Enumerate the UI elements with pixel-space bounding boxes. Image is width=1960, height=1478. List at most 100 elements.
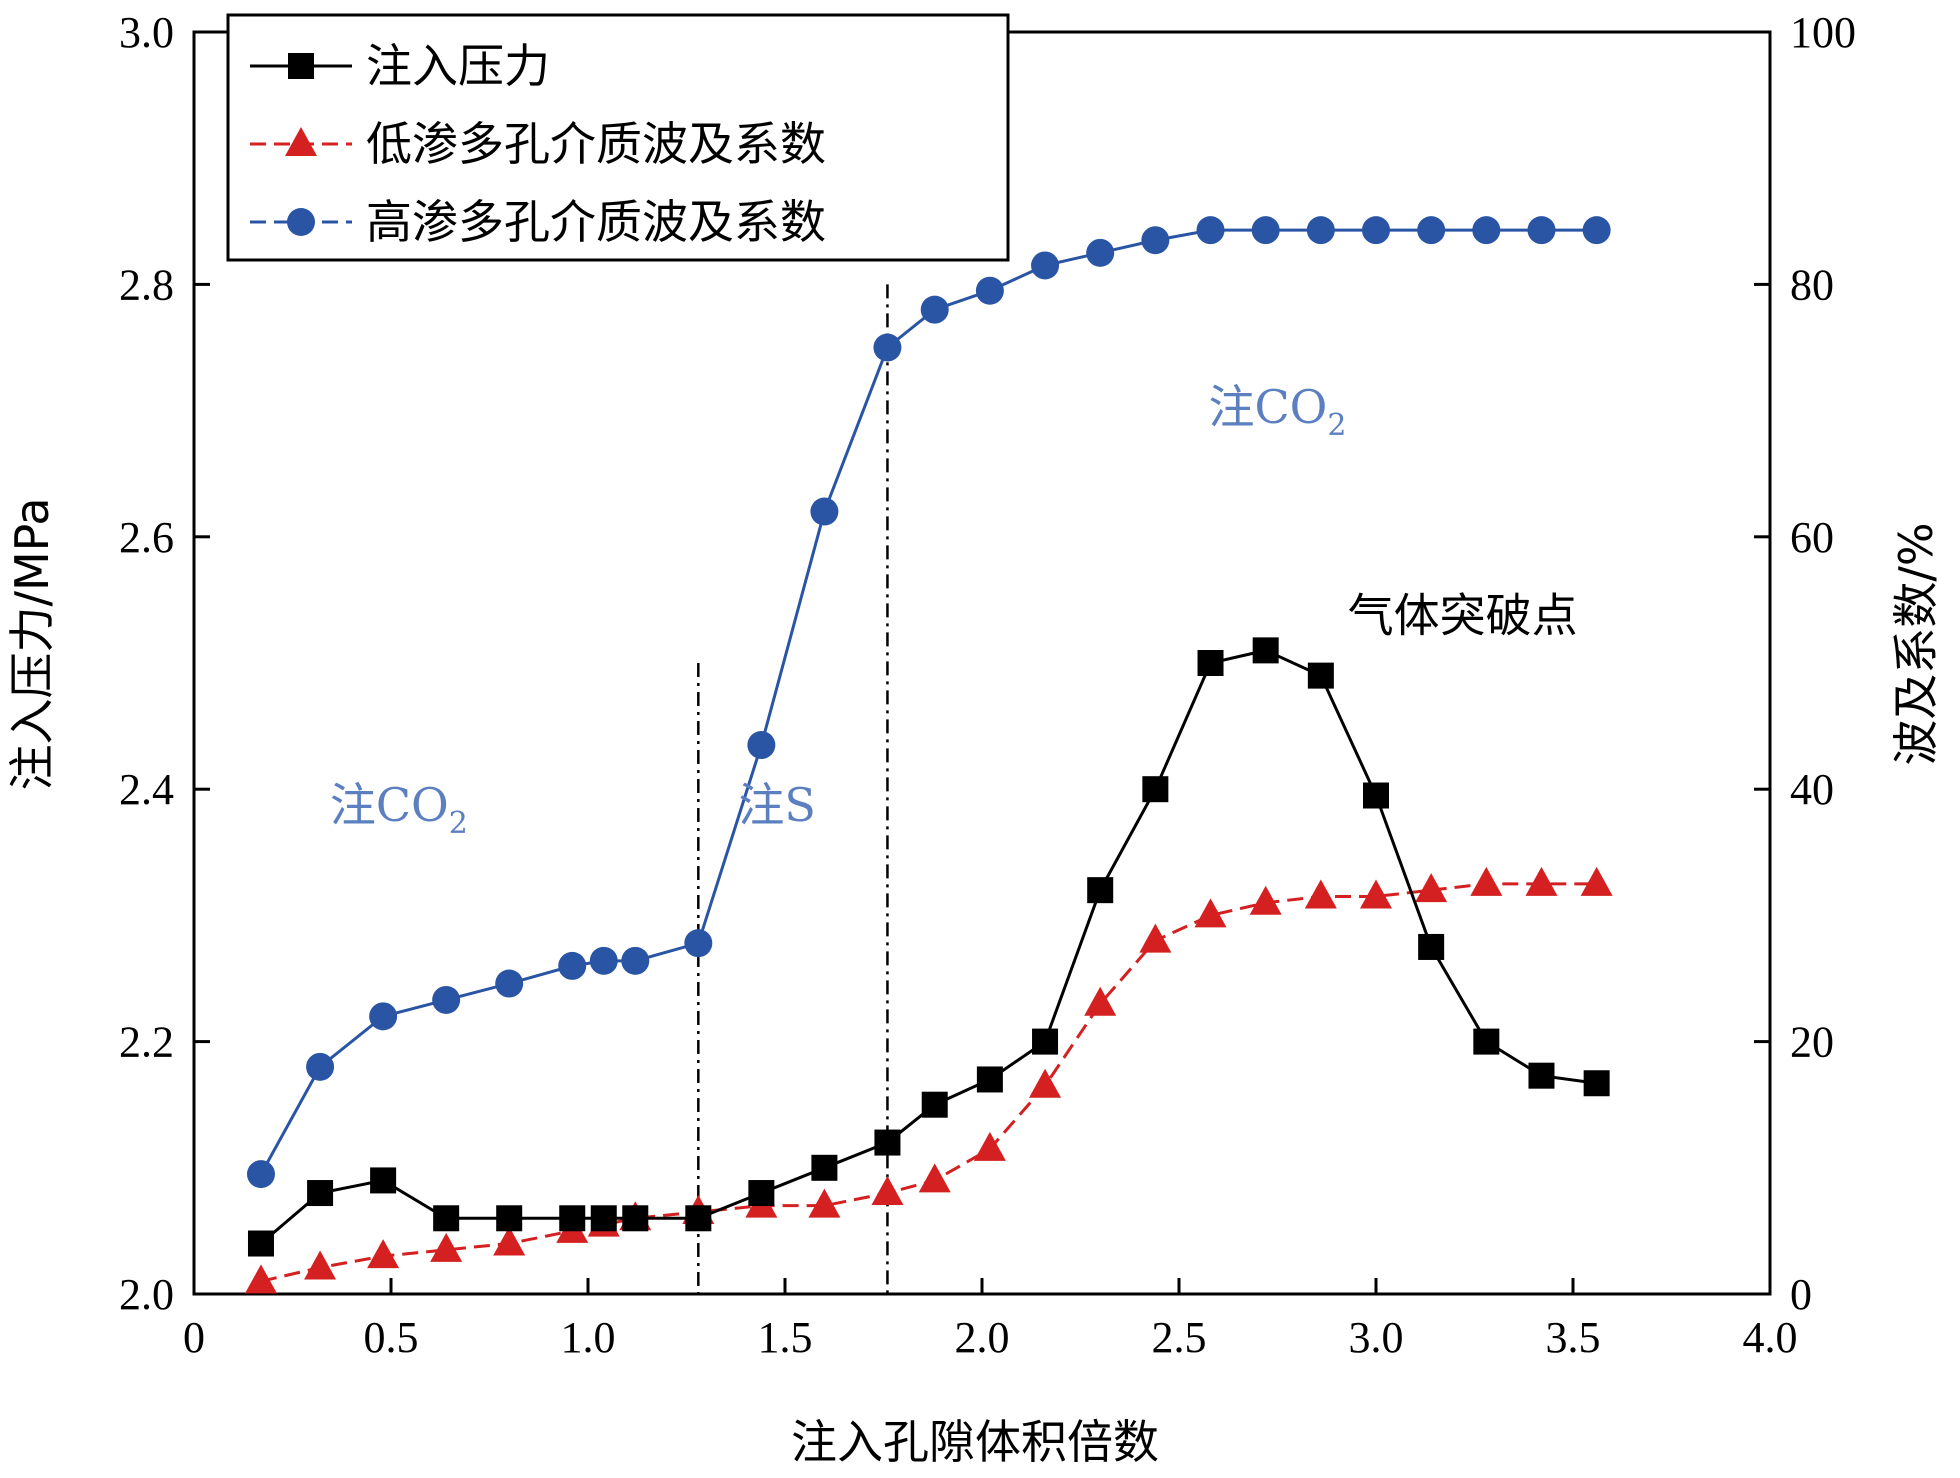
- x-tick-label: 3.5: [1546, 1313, 1601, 1362]
- y-right-axis-title: 波及系数/%: [1889, 522, 1943, 765]
- data-point: [1304, 879, 1337, 909]
- legend-marker: [287, 208, 315, 236]
- data-point: [874, 1129, 901, 1156]
- y-right-tick-label: 40: [1790, 765, 1834, 814]
- data-point: [871, 1176, 904, 1206]
- data-point: [304, 1250, 337, 1280]
- data-point: [1139, 923, 1172, 953]
- data-point: [748, 1180, 775, 1207]
- data-point: [1086, 238, 1115, 267]
- data-point: [1363, 782, 1389, 809]
- data-point: [369, 1002, 398, 1031]
- data-point: [589, 946, 618, 975]
- phase-dividers: [697, 284, 889, 1294]
- data-point: [247, 1230, 274, 1257]
- data-point: [1029, 1068, 1062, 1098]
- data-point: [918, 1163, 951, 1193]
- data-point: [1141, 226, 1170, 255]
- x-tick-label: 0: [183, 1313, 205, 1362]
- data-point: [430, 1232, 463, 1262]
- data-point: [1360, 879, 1392, 909]
- data-point: [975, 276, 1004, 305]
- data-point: [1306, 216, 1335, 245]
- data-point: [1196, 216, 1225, 245]
- data-point: [1362, 216, 1390, 245]
- y-left-tick-label: 2.8: [119, 260, 174, 309]
- y-right-tick-label: 100: [1790, 8, 1856, 57]
- legend-label: 低渗多孔介质波及系数: [366, 117, 826, 171]
- data-point: [1473, 1028, 1500, 1055]
- legend-label: 高渗多孔介质波及系数: [366, 195, 826, 249]
- y-left-tick-label: 3.0: [119, 8, 174, 57]
- data-point: [1472, 216, 1501, 245]
- data-point: [685, 1205, 712, 1232]
- x-tick-label: 2.0: [955, 1313, 1010, 1362]
- series-1: [247, 637, 1610, 1257]
- annotation-label: 注CO2: [330, 778, 468, 841]
- annotation-label: 气体突破点: [1348, 588, 1578, 642]
- data-point: [920, 295, 949, 324]
- series-3: [246, 216, 1611, 1189]
- legend-box: [226, 13, 1010, 262]
- data-point: [370, 1167, 397, 1194]
- x-tick-label: 0.5: [364, 1313, 419, 1362]
- data-point: [810, 497, 839, 526]
- data-point: [1307, 662, 1334, 689]
- annotation-label: 注S: [738, 778, 816, 832]
- data-point: [558, 951, 587, 980]
- data-point: [1251, 216, 1280, 245]
- data-point: [1084, 986, 1117, 1016]
- data-point: [811, 1154, 838, 1181]
- data-point: [1197, 650, 1224, 676]
- annotation-label: 注CO2: [1208, 380, 1346, 443]
- data-point: [493, 1226, 526, 1256]
- data-point: [1194, 898, 1227, 928]
- x-tick-label: 3.0: [1349, 1313, 1404, 1362]
- x-tick-label: 1.5: [758, 1313, 813, 1362]
- data-point: [590, 1205, 617, 1232]
- x-tick-label: 4.0: [1743, 1313, 1798, 1362]
- data-point: [1582, 216, 1611, 245]
- data-point: [747, 731, 776, 760]
- x-axis-title: 注入孔隙体积倍数: [791, 1415, 1159, 1469]
- data-point: [367, 1239, 400, 1269]
- data-point: [306, 1052, 335, 1081]
- y-left-tick-label: 2.0: [119, 1270, 174, 1319]
- y-left-tick-label: 2.4: [119, 765, 174, 814]
- data-point: [1031, 251, 1060, 280]
- data-point: [495, 969, 524, 998]
- data-point: [1252, 637, 1279, 664]
- series-line: [260, 882, 1597, 1283]
- legend-label: 注入压力: [366, 39, 550, 93]
- annotations: 注CO2 注S 注CO2 气体突破点: [330, 380, 1578, 841]
- series-group: [244, 216, 1613, 1294]
- data-point: [559, 1205, 586, 1232]
- data-point: [1525, 866, 1558, 896]
- x-tick-label: 1.0: [561, 1313, 616, 1362]
- y-left-axis-title: 注入压力/MPa: [5, 497, 59, 790]
- y-right-tick-label: 60: [1790, 513, 1834, 562]
- data-point: [1142, 776, 1169, 803]
- data-point: [496, 1205, 523, 1232]
- legend-marker: [285, 127, 317, 156]
- y-left-tick-label: 2.6: [119, 513, 174, 562]
- data-point: [808, 1188, 841, 1218]
- data-point: [433, 1205, 460, 1232]
- data-point: [921, 1091, 948, 1118]
- data-point: [1417, 216, 1446, 245]
- data-point: [1418, 933, 1445, 960]
- data-point: [1580, 866, 1613, 896]
- data-point: [1527, 216, 1556, 245]
- data-point: [973, 1131, 1006, 1161]
- data-point: [1087, 877, 1114, 904]
- data-point: [432, 985, 461, 1014]
- data-point: [244, 1264, 277, 1294]
- x-tick-label: 2.5: [1152, 1313, 1207, 1362]
- data-point: [1528, 1062, 1555, 1089]
- data-point: [1470, 866, 1503, 896]
- y-left-tick-label: 2.2: [119, 1018, 174, 1067]
- tick-labels: 0 0.5 1.0 1.5 2.0 2.5 3.0 3.5 4.0 2.0 2.2 2.4 2.6 2.8…: [119, 8, 1856, 1362]
- data-point: [684, 929, 713, 958]
